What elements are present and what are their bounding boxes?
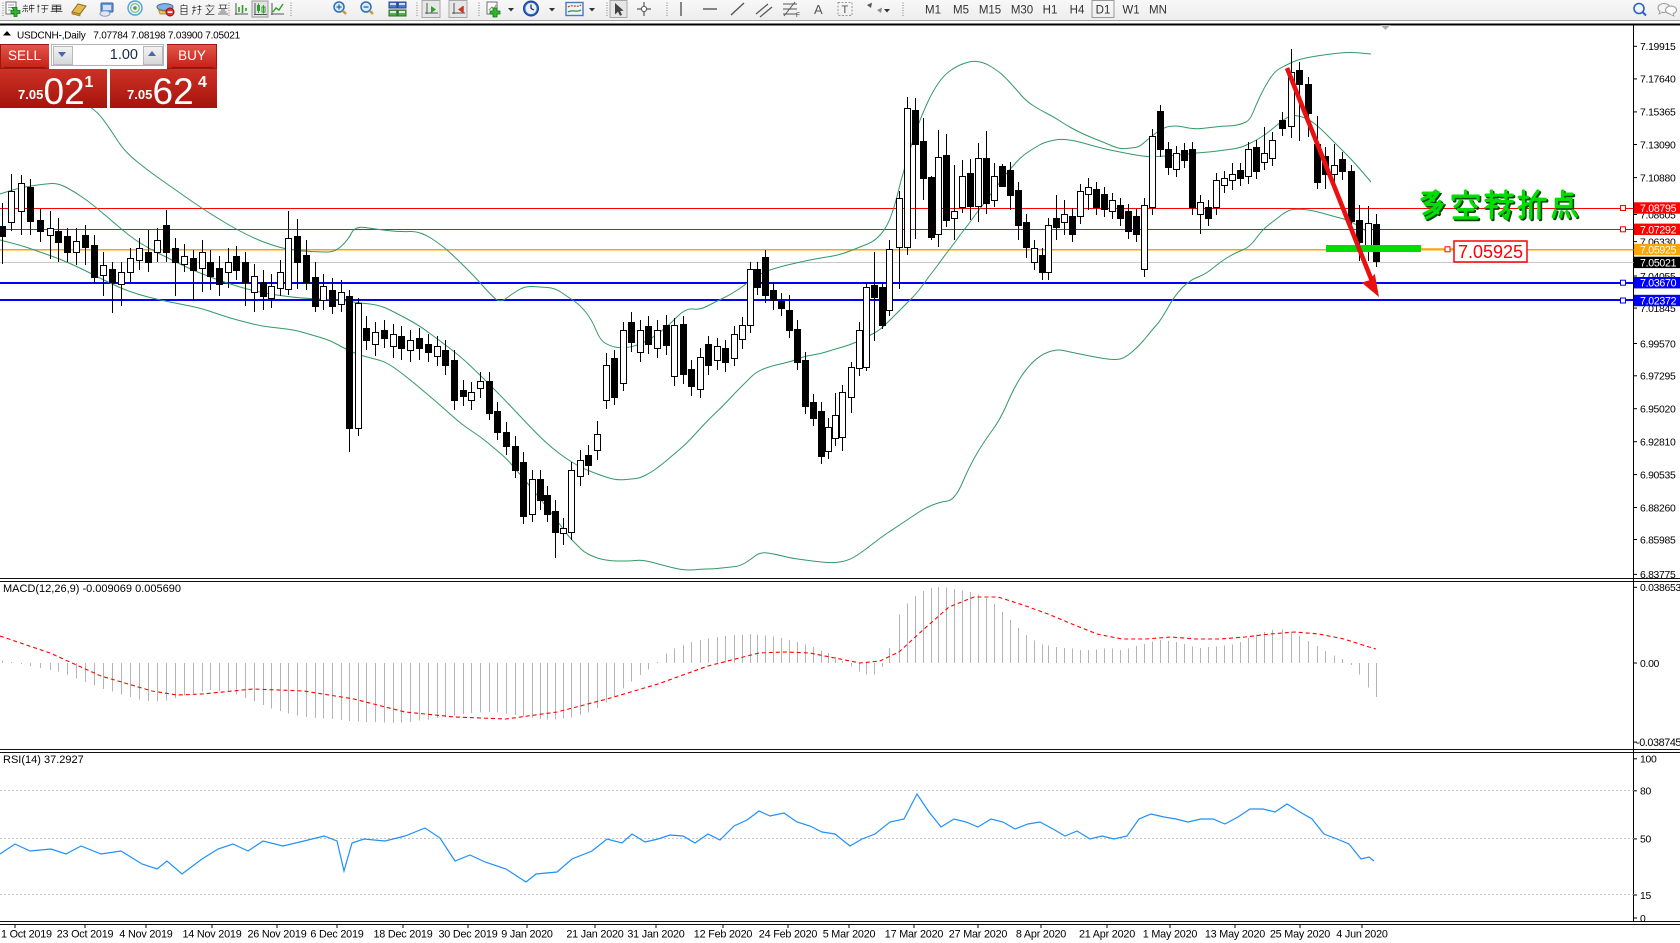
svg-text:MACD(12,26,9) -0.009069 0.0056: MACD(12,26,9) -0.009069 0.005690 bbox=[3, 583, 181, 595]
svg-text:7.08795: 7.08795 bbox=[1640, 203, 1677, 215]
svg-text:6.83775: 6.83775 bbox=[1640, 570, 1676, 581]
svg-text:M1: M1 bbox=[925, 5, 941, 17]
svg-text:6.97295: 6.97295 bbox=[1640, 372, 1676, 383]
svg-text:T: T bbox=[842, 4, 849, 16]
svg-text:15: 15 bbox=[1640, 891, 1651, 902]
svg-text:21 Jan 2020: 21 Jan 2020 bbox=[566, 929, 623, 941]
svg-text:25 May 2020: 25 May 2020 bbox=[1270, 929, 1330, 941]
svg-text:6 Dec 2019: 6 Dec 2019 bbox=[310, 929, 363, 941]
svg-text:H1: H1 bbox=[1043, 5, 1058, 17]
svg-text:A: A bbox=[814, 2, 823, 17]
svg-text:7.15365: 7.15365 bbox=[1640, 108, 1676, 119]
svg-text:7.03670: 7.03670 bbox=[1640, 278, 1677, 290]
svg-text:7.13090: 7.13090 bbox=[1640, 140, 1676, 151]
svg-text:6.90535: 6.90535 bbox=[1640, 470, 1676, 481]
svg-text:W1: W1 bbox=[1122, 5, 1139, 17]
svg-text:21 Apr 2020: 21 Apr 2020 bbox=[1079, 929, 1135, 941]
svg-text:0.038653: 0.038653 bbox=[1640, 583, 1680, 594]
svg-text:6.99570: 6.99570 bbox=[1640, 339, 1676, 350]
svg-text:9 Jan 2020: 9 Jan 2020 bbox=[501, 929, 553, 941]
svg-text:27 Mar 2020: 27 Mar 2020 bbox=[949, 929, 1008, 941]
svg-text:7.19915: 7.19915 bbox=[1640, 42, 1676, 53]
svg-text:6.85985: 6.85985 bbox=[1640, 535, 1676, 546]
svg-text:7.05021: 7.05021 bbox=[1640, 257, 1677, 269]
svg-text:5 Mar 2020: 5 Mar 2020 bbox=[823, 929, 876, 941]
svg-text:18 Dec 2019: 18 Dec 2019 bbox=[373, 929, 432, 941]
svg-text:M30: M30 bbox=[1011, 5, 1033, 17]
svg-text:MN: MN bbox=[1149, 5, 1167, 17]
svg-text:7.05925: 7.05925 bbox=[1640, 245, 1677, 257]
svg-text:24 Feb 2020: 24 Feb 2020 bbox=[759, 929, 818, 941]
svg-text:17 Mar 2020: 17 Mar 2020 bbox=[885, 929, 944, 941]
svg-text:7.10880: 7.10880 bbox=[1640, 173, 1676, 184]
svg-text:4 Nov 2019: 4 Nov 2019 bbox=[119, 929, 172, 941]
svg-text:6.88260: 6.88260 bbox=[1640, 503, 1676, 514]
svg-text:7.07292: 7.07292 bbox=[1640, 224, 1677, 236]
svg-text:100: 100 bbox=[1640, 755, 1657, 766]
svg-text:14 Nov 2019: 14 Nov 2019 bbox=[182, 929, 241, 941]
svg-text:7.01845: 7.01845 bbox=[1640, 304, 1676, 315]
svg-text:7.06330: 7.06330 bbox=[1640, 237, 1676, 248]
svg-text:0.00: 0.00 bbox=[1640, 659, 1660, 670]
svg-text:7.17640: 7.17640 bbox=[1640, 75, 1676, 86]
svg-text:7.02372: 7.02372 bbox=[1640, 296, 1677, 308]
svg-text:12 Feb 2020: 12 Feb 2020 bbox=[694, 929, 753, 941]
svg-text:80: 80 bbox=[1640, 787, 1651, 798]
svg-text:M5: M5 bbox=[953, 5, 969, 17]
svg-text:26 Nov 2019: 26 Nov 2019 bbox=[247, 929, 306, 941]
svg-text:8 Apr 2020: 8 Apr 2020 bbox=[1016, 929, 1066, 941]
svg-text:F: F bbox=[796, 12, 800, 19]
svg-text:13 May 2020: 13 May 2020 bbox=[1205, 929, 1265, 941]
svg-text:RSI(14) 37.2927: RSI(14) 37.2927 bbox=[3, 754, 84, 766]
svg-text:50: 50 bbox=[1640, 835, 1651, 846]
svg-text:7.08605: 7.08605 bbox=[1640, 210, 1676, 221]
svg-text:D1: D1 bbox=[1096, 5, 1111, 17]
svg-text:1 May 2020: 1 May 2020 bbox=[1143, 929, 1198, 941]
svg-text:0: 0 bbox=[1640, 914, 1646, 925]
svg-text:30 Dec 2019: 30 Dec 2019 bbox=[438, 929, 497, 941]
svg-text:-0.038745: -0.038745 bbox=[1636, 737, 1680, 749]
svg-text:1 Oct 2019: 1 Oct 2019 bbox=[1, 929, 52, 941]
svg-text:USDCNH-,Daily 7.07784 7.0819: USDCNH-,Daily 7.07784 7.08198 7.03900 7.… bbox=[17, 31, 241, 42]
svg-text:23 Oct 2019: 23 Oct 2019 bbox=[57, 929, 114, 941]
svg-text:7.05925: 7.05925 bbox=[1458, 242, 1523, 262]
svg-text:M15: M15 bbox=[979, 5, 1001, 17]
svg-text:6.92810: 6.92810 bbox=[1640, 438, 1676, 449]
svg-text:6.95020: 6.95020 bbox=[1640, 405, 1676, 416]
svg-text:4 Jun 2020: 4 Jun 2020 bbox=[1336, 929, 1388, 941]
svg-text:31 Jan 2020: 31 Jan 2020 bbox=[627, 929, 684, 941]
svg-text:H4: H4 bbox=[1070, 5, 1085, 17]
